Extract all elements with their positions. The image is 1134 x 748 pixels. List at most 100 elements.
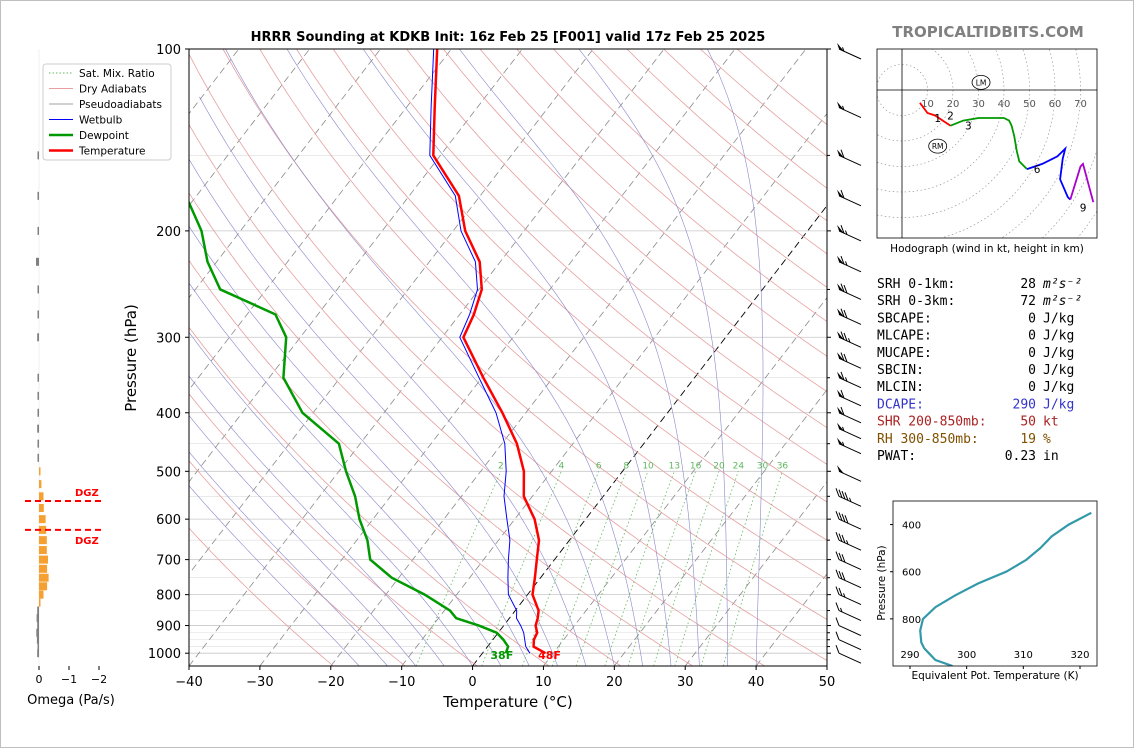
barb-full bbox=[843, 284, 848, 294]
barb-half bbox=[843, 593, 846, 598]
barb-half bbox=[849, 497, 852, 502]
barb-staff bbox=[838, 610, 862, 622]
wind-barb bbox=[837, 255, 862, 273]
mixing-ratio-label: 13 bbox=[669, 461, 680, 471]
barb-flag bbox=[837, 422, 844, 431]
omega-bar bbox=[37, 649, 39, 658]
omega-bar bbox=[37, 285, 39, 294]
dry-adiabat-line bbox=[259, 49, 827, 580]
wind-barb bbox=[837, 283, 862, 300]
theta-e-panel: 290 300 310 320 400 600 800 bbox=[890, 500, 1098, 669]
omega-bar bbox=[36, 635, 39, 644]
barb-half bbox=[845, 261, 848, 266]
barb-flag bbox=[837, 352, 844, 361]
theta-e-plot bbox=[919, 511, 1092, 666]
barb-staff bbox=[838, 577, 862, 589]
barb-full bbox=[840, 331, 845, 340]
brand-logo-text: TROPICALTIDBITS.COM bbox=[892, 23, 1084, 41]
wind-barb bbox=[835, 551, 862, 571]
omega-bar bbox=[39, 515, 46, 524]
barb-flag bbox=[837, 389, 844, 399]
x-tick-label: −20 bbox=[317, 675, 344, 690]
param-unit: J/kg bbox=[1043, 380, 1074, 395]
param-unit: J/kg bbox=[1043, 346, 1074, 361]
legend-label: Pseudoadiabats bbox=[79, 99, 162, 111]
storm-motion-label: LM bbox=[976, 78, 987, 87]
skewt-traces: 48F 38F bbox=[189, 49, 561, 662]
storm-motion-label: RM bbox=[932, 142, 944, 151]
barb-staff bbox=[838, 639, 862, 651]
barb-full bbox=[843, 309, 848, 319]
dgz-label: DGZ bbox=[75, 488, 99, 499]
barb-full bbox=[840, 308, 845, 317]
wind-barb bbox=[835, 617, 862, 637]
legend-label: Dry Adiabats bbox=[79, 84, 147, 96]
isotherm-line bbox=[189, 49, 594, 575]
wind-barb bbox=[837, 43, 862, 60]
surface-temp-label: 48F bbox=[538, 649, 561, 662]
surface-dewpoint-label: 38F bbox=[490, 649, 513, 662]
skewt-xlabel: Temperature (°C) bbox=[442, 693, 572, 711]
wind-barb bbox=[837, 224, 862, 242]
x-tick-label: 50 bbox=[819, 675, 836, 690]
omega-bar bbox=[37, 453, 39, 462]
omega-bar bbox=[37, 310, 39, 319]
isotherm-line bbox=[826, 665, 827, 666]
y-tick-label: 900 bbox=[156, 620, 181, 635]
dry-adiabat-line bbox=[442, 49, 827, 393]
omega-bar bbox=[36, 257, 39, 266]
mixing-ratio-line bbox=[722, 471, 783, 666]
hodograph-trace bbox=[919, 102, 951, 127]
barb-half bbox=[842, 441, 845, 447]
mixing-ratio-line bbox=[415, 471, 502, 666]
barb-half bbox=[842, 47, 845, 52]
dry-adiabat-line bbox=[189, 259, 622, 666]
mixing-ratio-line bbox=[674, 471, 739, 666]
mixing-ratio-label: 24 bbox=[733, 461, 745, 471]
omega-bar bbox=[39, 536, 47, 545]
barb-full bbox=[838, 570, 843, 580]
isotherm-line bbox=[543, 297, 827, 666]
barb-full bbox=[840, 283, 845, 292]
param-label: RH 300-850mb: bbox=[877, 432, 979, 447]
omega-xlabel: Omega (Pa/s) bbox=[27, 693, 115, 708]
pseudoadiabat-line bbox=[707, 49, 764, 666]
pseudoadiabat-line bbox=[199, 96, 587, 666]
omega-bar bbox=[37, 621, 39, 630]
wind-barb bbox=[835, 488, 862, 507]
pseudoadiabat-line bbox=[189, 415, 417, 666]
isotherm-line bbox=[472, 204, 827, 666]
theta-e-y-tick-label: 800 bbox=[902, 615, 921, 626]
barb-full bbox=[835, 631, 840, 640]
barb-full bbox=[838, 552, 843, 562]
param-unit: J/kg bbox=[1043, 363, 1074, 378]
barb-full bbox=[840, 389, 845, 399]
barb-full bbox=[840, 352, 845, 361]
param-label: MLCAPE: bbox=[877, 329, 932, 344]
theta-e-y-tick-label: 600 bbox=[902, 568, 921, 579]
param-label: MUCAPE: bbox=[877, 346, 932, 361]
omega-bar bbox=[39, 573, 49, 582]
barb-flag bbox=[837, 308, 844, 317]
param-label: MLCIN: bbox=[877, 380, 924, 395]
param-value: 0 bbox=[1028, 329, 1036, 344]
hodograph-height-label: 3 bbox=[965, 121, 972, 133]
barb-full bbox=[835, 645, 840, 654]
wind-barb bbox=[835, 631, 862, 651]
param-value: 0 bbox=[1028, 346, 1036, 361]
skewt-frame bbox=[188, 48, 828, 667]
omega-bar bbox=[39, 546, 47, 555]
barb-full bbox=[841, 513, 846, 523]
theta-e-x-tick-label: 290 bbox=[900, 650, 919, 661]
omega-bar bbox=[39, 590, 44, 599]
hodograph-ring-label: 30 bbox=[972, 99, 985, 110]
theta-e-trace bbox=[919, 511, 1092, 666]
barb-full bbox=[840, 149, 845, 158]
isotherm-line bbox=[189, 49, 665, 666]
param-value: 72 bbox=[1020, 294, 1036, 309]
hodograph-trace bbox=[1069, 162, 1095, 203]
param-value: 28 bbox=[1020, 277, 1036, 292]
barb-half bbox=[848, 338, 851, 343]
wind-barb bbox=[837, 189, 862, 207]
